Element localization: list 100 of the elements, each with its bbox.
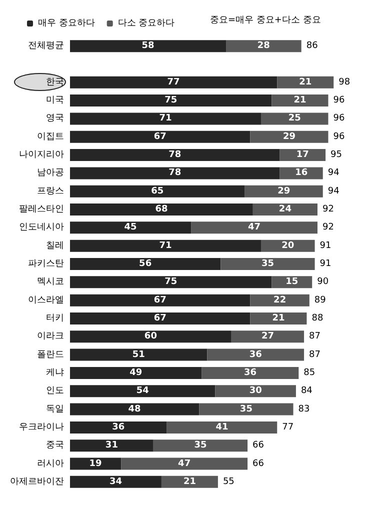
y-tick-label: 중국	[46, 440, 64, 451]
total-label: 96	[333, 96, 345, 106]
data-label: 15	[286, 277, 298, 288]
legend-label: 다소 중요하다	[118, 18, 175, 28]
data-label: 30	[249, 386, 262, 396]
data-label: 45	[124, 222, 137, 233]
data-label: 31	[105, 440, 118, 451]
total-label: 94	[328, 168, 340, 178]
total-label: 89	[314, 295, 326, 306]
y-tick-label: 나이지리아	[19, 150, 64, 160]
y-tick-label: 멕시코	[37, 277, 64, 288]
bar	[215, 385, 296, 398]
bar	[70, 204, 253, 216]
data-label: 75	[164, 96, 178, 106]
data-label: 16	[295, 168, 308, 178]
y-tick-label: 아제르바이잔	[10, 476, 64, 487]
bar	[260, 112, 328, 125]
total-label: 90	[317, 277, 329, 288]
data-label: 67	[154, 132, 166, 142]
total-label: 91	[320, 259, 332, 269]
bar	[202, 366, 299, 379]
total-label: 92	[322, 222, 334, 233]
data-label: 21	[299, 77, 312, 88]
bar	[244, 185, 323, 198]
data-label: 25	[288, 114, 301, 124]
bar	[70, 40, 226, 52]
bar	[280, 149, 326, 162]
data-label: 67	[154, 295, 166, 306]
data-label: 35	[240, 404, 252, 414]
total-label: 85	[304, 368, 316, 378]
bar	[70, 94, 272, 107]
bar	[250, 312, 307, 324]
data-label: 48	[128, 404, 141, 414]
bar	[70, 167, 280, 180]
data-label: 49	[130, 368, 142, 378]
y-tick-label: 터키	[46, 313, 64, 324]
legend-label: 매우 중요하다	[38, 18, 95, 28]
data-label: 21	[272, 313, 285, 324]
bar	[70, 348, 208, 361]
data-label: 29	[278, 186, 290, 196]
bar	[70, 112, 261, 125]
data-label: 68	[155, 204, 168, 215]
total-label: 94	[328, 186, 340, 196]
data-label: 56	[139, 259, 152, 269]
bar	[250, 294, 310, 306]
bar	[220, 258, 315, 270]
bar	[231, 330, 304, 343]
data-label: 71	[159, 240, 172, 251]
y-tick-label: 이라크	[37, 332, 64, 342]
data-label: 36	[249, 350, 262, 360]
bar	[70, 276, 272, 288]
bar	[70, 185, 245, 198]
data-label: 20	[282, 240, 294, 251]
data-label: 58	[142, 41, 154, 52]
bar	[70, 421, 167, 434]
y-tick-label: 케냐	[46, 368, 64, 378]
y-tick-label: 인도네시아	[19, 222, 64, 233]
bar	[260, 240, 315, 252]
total-label: 66	[252, 458, 264, 469]
total-label: 91	[320, 240, 332, 251]
bar	[70, 130, 250, 143]
bar	[191, 222, 318, 234]
y-tick-label: 폴란드	[37, 350, 64, 360]
bar	[250, 130, 328, 143]
y-tick-label: 남아공	[37, 168, 64, 178]
y-tick-label: 파키스탄	[28, 259, 64, 269]
bar	[166, 421, 278, 434]
data-label: 34	[109, 476, 122, 487]
total-label: 84	[300, 386, 313, 396]
total-label: 83	[298, 404, 310, 414]
total-label: 98	[338, 77, 350, 88]
bar	[280, 167, 323, 180]
data-label: 35	[194, 440, 207, 451]
bar	[252, 204, 318, 216]
data-label: 21	[294, 96, 306, 106]
bar	[70, 240, 261, 252]
data-label: 77	[167, 77, 180, 88]
bar	[153, 440, 248, 452]
total-label: 55	[222, 476, 234, 487]
bar	[70, 330, 232, 343]
y-tick-label: 한국	[46, 77, 64, 88]
data-label: 35	[261, 259, 274, 269]
total-label: 95	[330, 150, 342, 160]
bar	[199, 403, 294, 416]
bar	[70, 76, 278, 88]
total-label: 92	[322, 204, 334, 215]
bar	[70, 440, 154, 452]
y-tick-label: 이집트	[37, 132, 64, 142]
bar	[277, 76, 334, 88]
y-tick-label: 우크라이나	[19, 422, 64, 432]
bar	[70, 312, 250, 324]
data-label: 75	[164, 277, 178, 288]
data-label: 19	[89, 458, 102, 469]
bar	[70, 403, 200, 416]
data-label: 28	[257, 41, 270, 52]
y-tick-label: 독일	[46, 404, 64, 414]
bar	[70, 149, 280, 162]
data-label: 27	[261, 332, 274, 342]
data-label: 21	[183, 476, 196, 487]
bar	[70, 222, 192, 234]
